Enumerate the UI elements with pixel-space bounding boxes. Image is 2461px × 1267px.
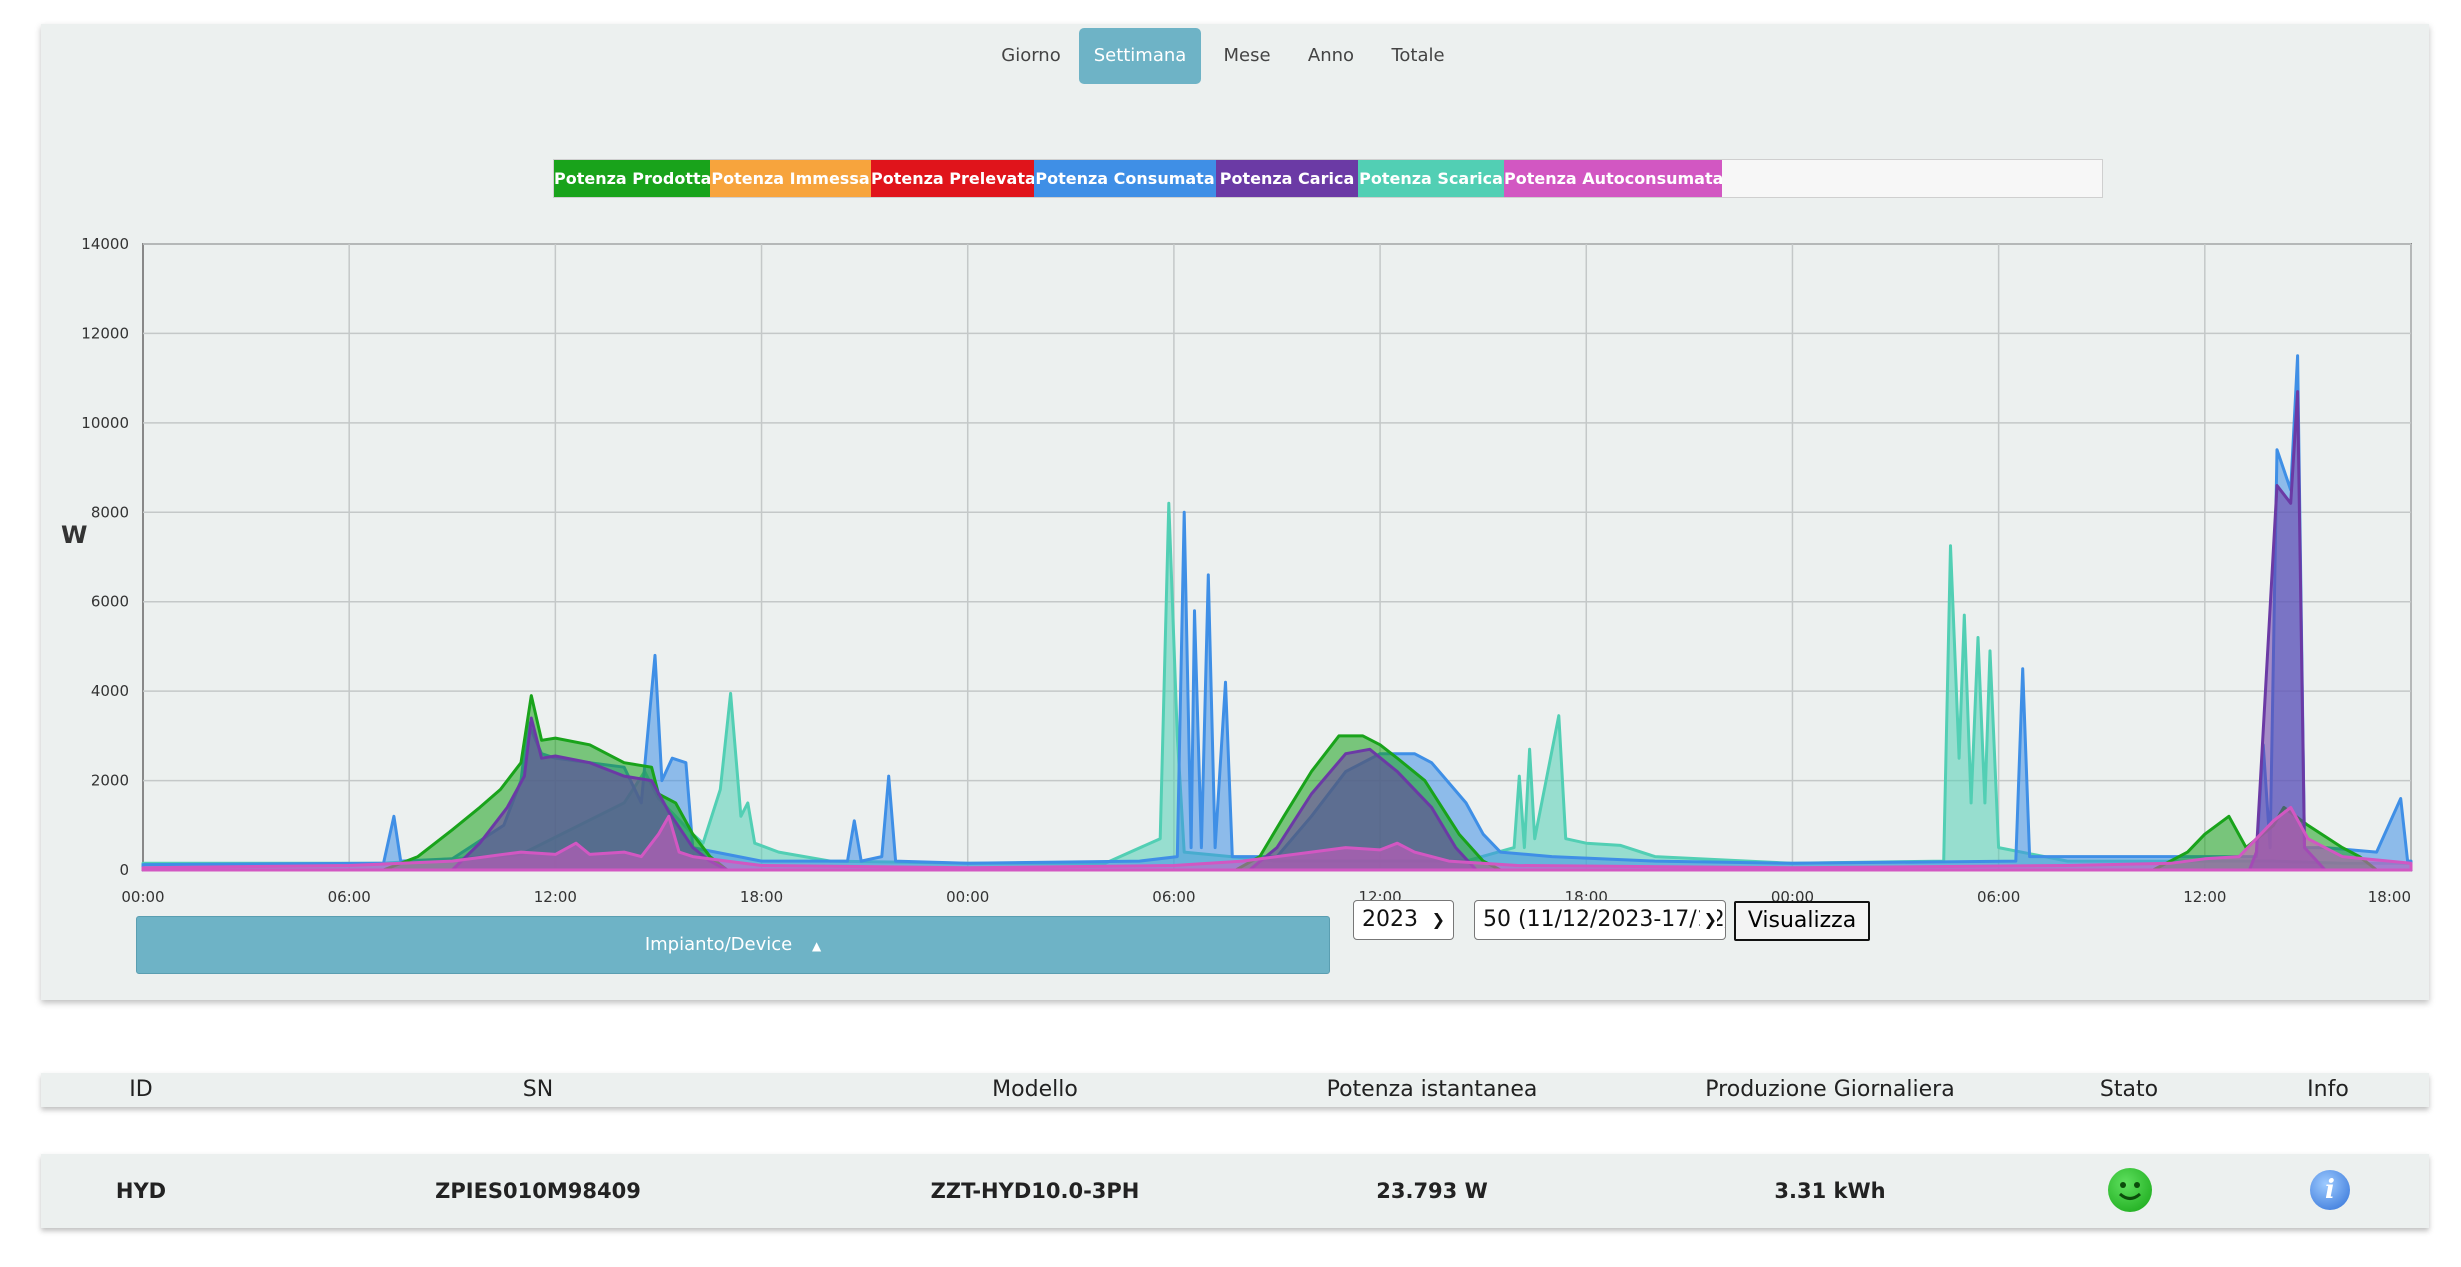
- y-tick-label: 12000: [81, 324, 129, 342]
- y-tick-label: 14000: [81, 235, 129, 253]
- status-smiley-icon: [2108, 1168, 2152, 1212]
- series-areas: [141, 354, 2413, 872]
- legend-potenza-carica[interactable]: Potenza Carica: [1216, 160, 1358, 197]
- y-tick-label: 0: [119, 861, 129, 879]
- y-axis-label: W: [61, 521, 87, 549]
- x-tick-label: 18:00: [2368, 888, 2411, 906]
- series-area-potenza-scarica: [141, 501, 2413, 872]
- col-produzione-giornaliera: Produzione Giornaliera: [1705, 1077, 1955, 1102]
- legend-potenza-autoconsumata[interactable]: Potenza Autoconsumata: [1504, 160, 1722, 197]
- series-area-potenza-autoconsumata: [141, 805, 2413, 872]
- chevron-down-icon: ❯: [1699, 901, 1717, 939]
- series-area-potenza-carica: [141, 390, 2413, 872]
- chart-panel: Giorno Settimana Mese Anno Totale Potenz…: [41, 24, 2429, 1000]
- x-tick-label: 00:00: [121, 888, 164, 906]
- period-tabs: Giorno Settimana Mese Anno Totale: [41, 26, 2429, 84]
- chart-legend: Potenza Prodotta Potenza Immessa Potenza…: [553, 159, 2103, 198]
- table-header: ID SN Modello Potenza istantanea Produzi…: [41, 1073, 2429, 1107]
- visualizza-button[interactable]: Visualizza: [1734, 901, 1870, 941]
- tab-giorno[interactable]: Giorno: [1001, 45, 1061, 66]
- tab-mese[interactable]: Mese: [1223, 45, 1271, 66]
- cell-modello: ZZT-HYD10.0-3PH: [930, 1179, 1140, 1203]
- y-tick-label: 8000: [91, 503, 129, 521]
- col-stato: Stato: [2099, 1077, 2159, 1102]
- col-potenza-istantanea: Potenza istantanea: [1326, 1077, 1538, 1102]
- x-tick-label: 12:00: [2183, 888, 2226, 906]
- legend-potenza-consumata[interactable]: Potenza Consumata: [1034, 160, 1216, 197]
- info-icon[interactable]: i: [2310, 1170, 2350, 1210]
- chevron-down-icon: ❯: [1431, 910, 1445, 929]
- table-row[interactable]: HYD ZPIES010M98409 ZZT-HYD10.0-3PH 23.79…: [41, 1154, 2429, 1228]
- cell-produzione: 3.31 kWh: [1774, 1179, 1886, 1203]
- year-select-value: 2023: [1362, 907, 1418, 932]
- week-select[interactable]: 50 (11/12/2023-17/12/2023) ❯: [1474, 900, 1726, 940]
- tab-anno[interactable]: Anno: [1307, 45, 1355, 66]
- x-tick-label: 12:00: [534, 888, 577, 906]
- col-id: ID: [129, 1077, 153, 1102]
- tab-totale[interactable]: Totale: [1391, 45, 1445, 66]
- col-info: Info: [2307, 1077, 2349, 1102]
- plot-area: [142, 243, 2412, 871]
- x-tick-label: 06:00: [1977, 888, 2020, 906]
- x-axis-ticks: 00:00 06:00 12:00 18:00 00:00 06:00 12:00 18:00…: [121, 888, 2411, 906]
- power-chart: 0 2000 4000 6000 8000 10000 12000 14000 00:00 06…: [61, 235, 2413, 906]
- x-tick-label: 18:00: [740, 888, 783, 906]
- col-modello: Modello: [992, 1077, 1078, 1102]
- x-tick-label: 06:00: [1152, 888, 1195, 906]
- y-tick-label: 2000: [91, 772, 129, 790]
- y-tick-label: 6000: [91, 593, 129, 611]
- caret-up-icon: ▲: [811, 939, 822, 953]
- impianto-device-button[interactable]: Impianto/Device ▲: [136, 916, 1330, 974]
- x-tick-label: 00:00: [946, 888, 989, 906]
- legend-potenza-prelevata[interactable]: Potenza Prelevata: [871, 160, 1034, 197]
- cell-potenza: 23.793 W: [1376, 1179, 1488, 1203]
- impianto-device-label: Impianto/Device: [644, 934, 793, 955]
- cell-id: HYD: [115, 1179, 167, 1203]
- x-tick-label: 06:00: [328, 888, 371, 906]
- col-sn: SN: [522, 1077, 554, 1102]
- legend-potenza-scarica[interactable]: Potenza Scarica: [1358, 160, 1504, 197]
- legend-potenza-immessa[interactable]: Potenza Immessa: [710, 160, 871, 197]
- week-select-value: 50 (11/12/2023-17/12/2023): [1483, 907, 1725, 932]
- legend-potenza-prodotta[interactable]: Potenza Prodotta: [554, 160, 710, 197]
- tab-settimana[interactable]: Settimana: [1079, 28, 1201, 84]
- y-tick-label: 10000: [81, 414, 129, 432]
- cell-sn: ZPIES010M98409: [435, 1179, 641, 1203]
- y-axis-ticks: 0 2000 4000 6000 8000 10000 12000 14000: [81, 235, 129, 879]
- y-tick-label: 4000: [91, 682, 129, 700]
- year-select[interactable]: 2023 ❯: [1353, 900, 1454, 940]
